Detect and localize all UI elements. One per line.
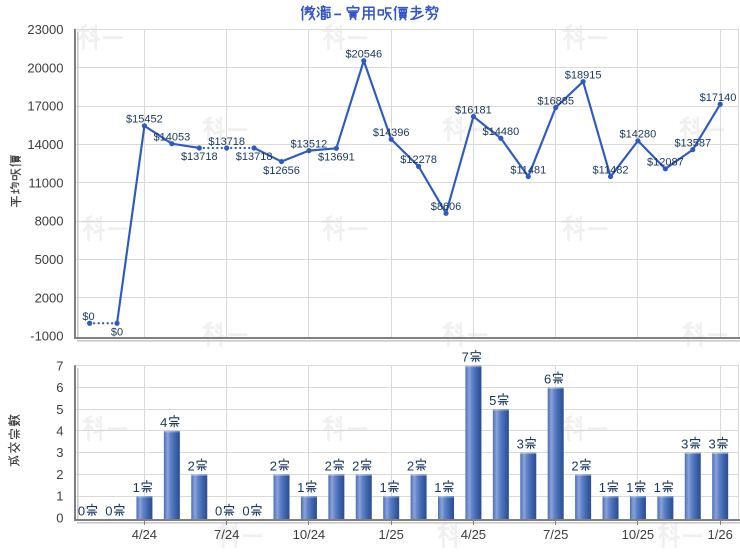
svg-text:$20546: $20546 xyxy=(345,49,382,61)
svg-text:$12278: $12278 xyxy=(400,154,437,166)
svg-text:1: 1 xyxy=(599,480,606,495)
svg-text:3: 3 xyxy=(56,445,63,460)
svg-text:2: 2 xyxy=(188,458,195,473)
svg-text:$11482: $11482 xyxy=(593,164,629,176)
svg-text:3: 3 xyxy=(517,437,524,452)
svg-text:$14480: $14480 xyxy=(483,126,520,138)
svg-text:11000: 11000 xyxy=(28,175,63,190)
svg-text:5000: 5000 xyxy=(35,252,64,267)
svg-text:1: 1 xyxy=(297,480,304,495)
svg-text:$14053: $14053 xyxy=(154,132,191,144)
svg-text:1: 1 xyxy=(379,480,386,495)
svg-text:-1000: -1000 xyxy=(30,329,63,344)
svg-text:$17140: $17140 xyxy=(700,92,737,104)
svg-text:$13512: $13512 xyxy=(291,138,328,150)
svg-text:1: 1 xyxy=(56,489,63,504)
svg-text:$13691: $13691 xyxy=(318,152,355,164)
svg-text:8000: 8000 xyxy=(35,214,64,229)
svg-text:$18915: $18915 xyxy=(565,69,602,81)
svg-text:$13718: $13718 xyxy=(208,136,245,148)
svg-text:0: 0 xyxy=(105,504,112,519)
svg-text:10/24: 10/24 xyxy=(293,527,326,542)
svg-text:$14396: $14396 xyxy=(373,127,410,139)
svg-text:1: 1 xyxy=(133,480,140,495)
svg-text:4: 4 xyxy=(160,415,167,430)
svg-text:2000: 2000 xyxy=(35,290,64,305)
svg-text:$16885: $16885 xyxy=(537,95,574,107)
svg-text:1/25: 1/25 xyxy=(379,527,404,542)
svg-text:17000: 17000 xyxy=(27,99,63,114)
svg-text:$13718: $13718 xyxy=(236,151,273,163)
svg-text:$11481: $11481 xyxy=(510,164,546,176)
svg-text:5: 5 xyxy=(56,402,63,417)
svg-text:$16181: $16181 xyxy=(455,104,492,116)
svg-text:4: 4 xyxy=(56,424,63,439)
svg-text:4/24: 4/24 xyxy=(132,527,157,542)
svg-text:$15452: $15452 xyxy=(126,114,163,126)
svg-text:$12656: $12656 xyxy=(263,165,300,177)
svg-text:1: 1 xyxy=(434,480,441,495)
svg-text:0: 0 xyxy=(242,504,249,519)
svg-text:20000: 20000 xyxy=(27,60,63,75)
svg-text:2: 2 xyxy=(270,458,277,473)
svg-text:1/26: 1/26 xyxy=(708,527,733,542)
svg-text:$0: $0 xyxy=(111,326,123,338)
svg-text:0: 0 xyxy=(56,510,63,525)
svg-text:6: 6 xyxy=(56,380,63,395)
svg-text:$8606: $8606 xyxy=(431,201,462,213)
svg-text:1: 1 xyxy=(626,480,633,495)
svg-text:$13587: $13587 xyxy=(674,138,711,150)
svg-text:7: 7 xyxy=(462,350,469,365)
svg-text:7/24: 7/24 xyxy=(214,527,239,542)
svg-text:2: 2 xyxy=(325,458,332,473)
svg-text:2: 2 xyxy=(407,458,414,473)
svg-text:2: 2 xyxy=(571,458,578,473)
svg-text:$12087: $12087 xyxy=(647,157,684,169)
svg-text:23000: 23000 xyxy=(27,22,63,37)
svg-text:0: 0 xyxy=(78,504,85,519)
svg-text:6: 6 xyxy=(544,371,551,386)
svg-text:1: 1 xyxy=(654,480,661,495)
svg-text:4/25: 4/25 xyxy=(461,527,486,542)
svg-text:2: 2 xyxy=(56,467,63,482)
svg-text:3: 3 xyxy=(708,437,715,452)
svg-text:2: 2 xyxy=(352,458,359,473)
svg-text:14000: 14000 xyxy=(27,137,63,152)
svg-text:$13718: $13718 xyxy=(181,151,218,163)
svg-text:7: 7 xyxy=(56,358,63,373)
svg-text:0: 0 xyxy=(215,504,222,519)
svg-text:$14280: $14280 xyxy=(620,129,657,141)
svg-text:7/25: 7/25 xyxy=(543,527,568,542)
svg-text:5: 5 xyxy=(489,393,496,408)
svg-text:$0: $0 xyxy=(82,311,94,323)
svg-text:10/25: 10/25 xyxy=(622,527,655,542)
svg-text:3: 3 xyxy=(681,437,688,452)
